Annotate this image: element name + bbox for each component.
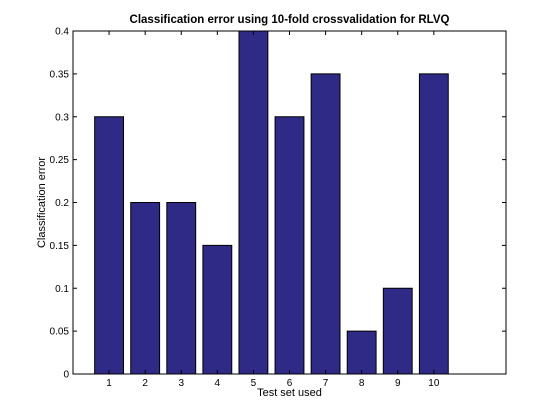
bar-3 xyxy=(166,202,197,375)
bar-1 xyxy=(94,116,125,375)
bar-10 xyxy=(418,73,449,375)
y-tick-label-3: 0.15 xyxy=(50,241,70,252)
x-tick-label-2: 2 xyxy=(142,378,148,389)
axes-frame xyxy=(72,30,507,375)
y-tick-label-7: 0.35 xyxy=(50,69,70,80)
bar-7 xyxy=(310,73,341,375)
x-tick-label-3: 3 xyxy=(178,378,184,389)
x-tick-label-7: 7 xyxy=(323,378,329,389)
bar-9 xyxy=(382,287,413,375)
x-tick-label-4: 4 xyxy=(215,378,221,389)
x-tick-label-1: 1 xyxy=(106,378,112,389)
y-tick-label-6: 0.3 xyxy=(55,112,69,123)
x-tick-label-10: 10 xyxy=(428,378,440,389)
bar-4 xyxy=(202,244,233,375)
x-axis-label: Test set used xyxy=(257,387,322,399)
y-tick-label-2: 0.1 xyxy=(55,284,69,295)
x-tick-label-8: 8 xyxy=(359,378,365,389)
x-tick-label-5: 5 xyxy=(251,378,257,389)
bar-2 xyxy=(130,202,161,375)
bar-5 xyxy=(238,30,269,375)
x-ticks-group: 1 2 3 4 5 6 7 8 9 10 xyxy=(106,31,440,389)
y-tick-label-8: 0.4 xyxy=(55,27,69,38)
y-tick-label-5: 0.25 xyxy=(50,155,70,166)
chart-title: Classification error using 10-fold cross… xyxy=(130,14,450,26)
y-ticks-group: 0 0.05 0.1 0.15 0.2 0.25 0.3 0.35 0.4 xyxy=(50,27,506,381)
y-tick-label-1: 0.05 xyxy=(50,327,70,338)
bar-6 xyxy=(274,116,305,375)
bar-8 xyxy=(346,330,377,375)
x-tick-label-6: 6 xyxy=(287,378,293,389)
x-tick-label-9: 9 xyxy=(395,378,401,389)
y-tick-label-0: 0 xyxy=(63,370,69,381)
bars-group xyxy=(94,30,449,375)
y-tick-label-4: 0.2 xyxy=(55,198,69,209)
y-axis-label: Classification error xyxy=(36,157,48,248)
